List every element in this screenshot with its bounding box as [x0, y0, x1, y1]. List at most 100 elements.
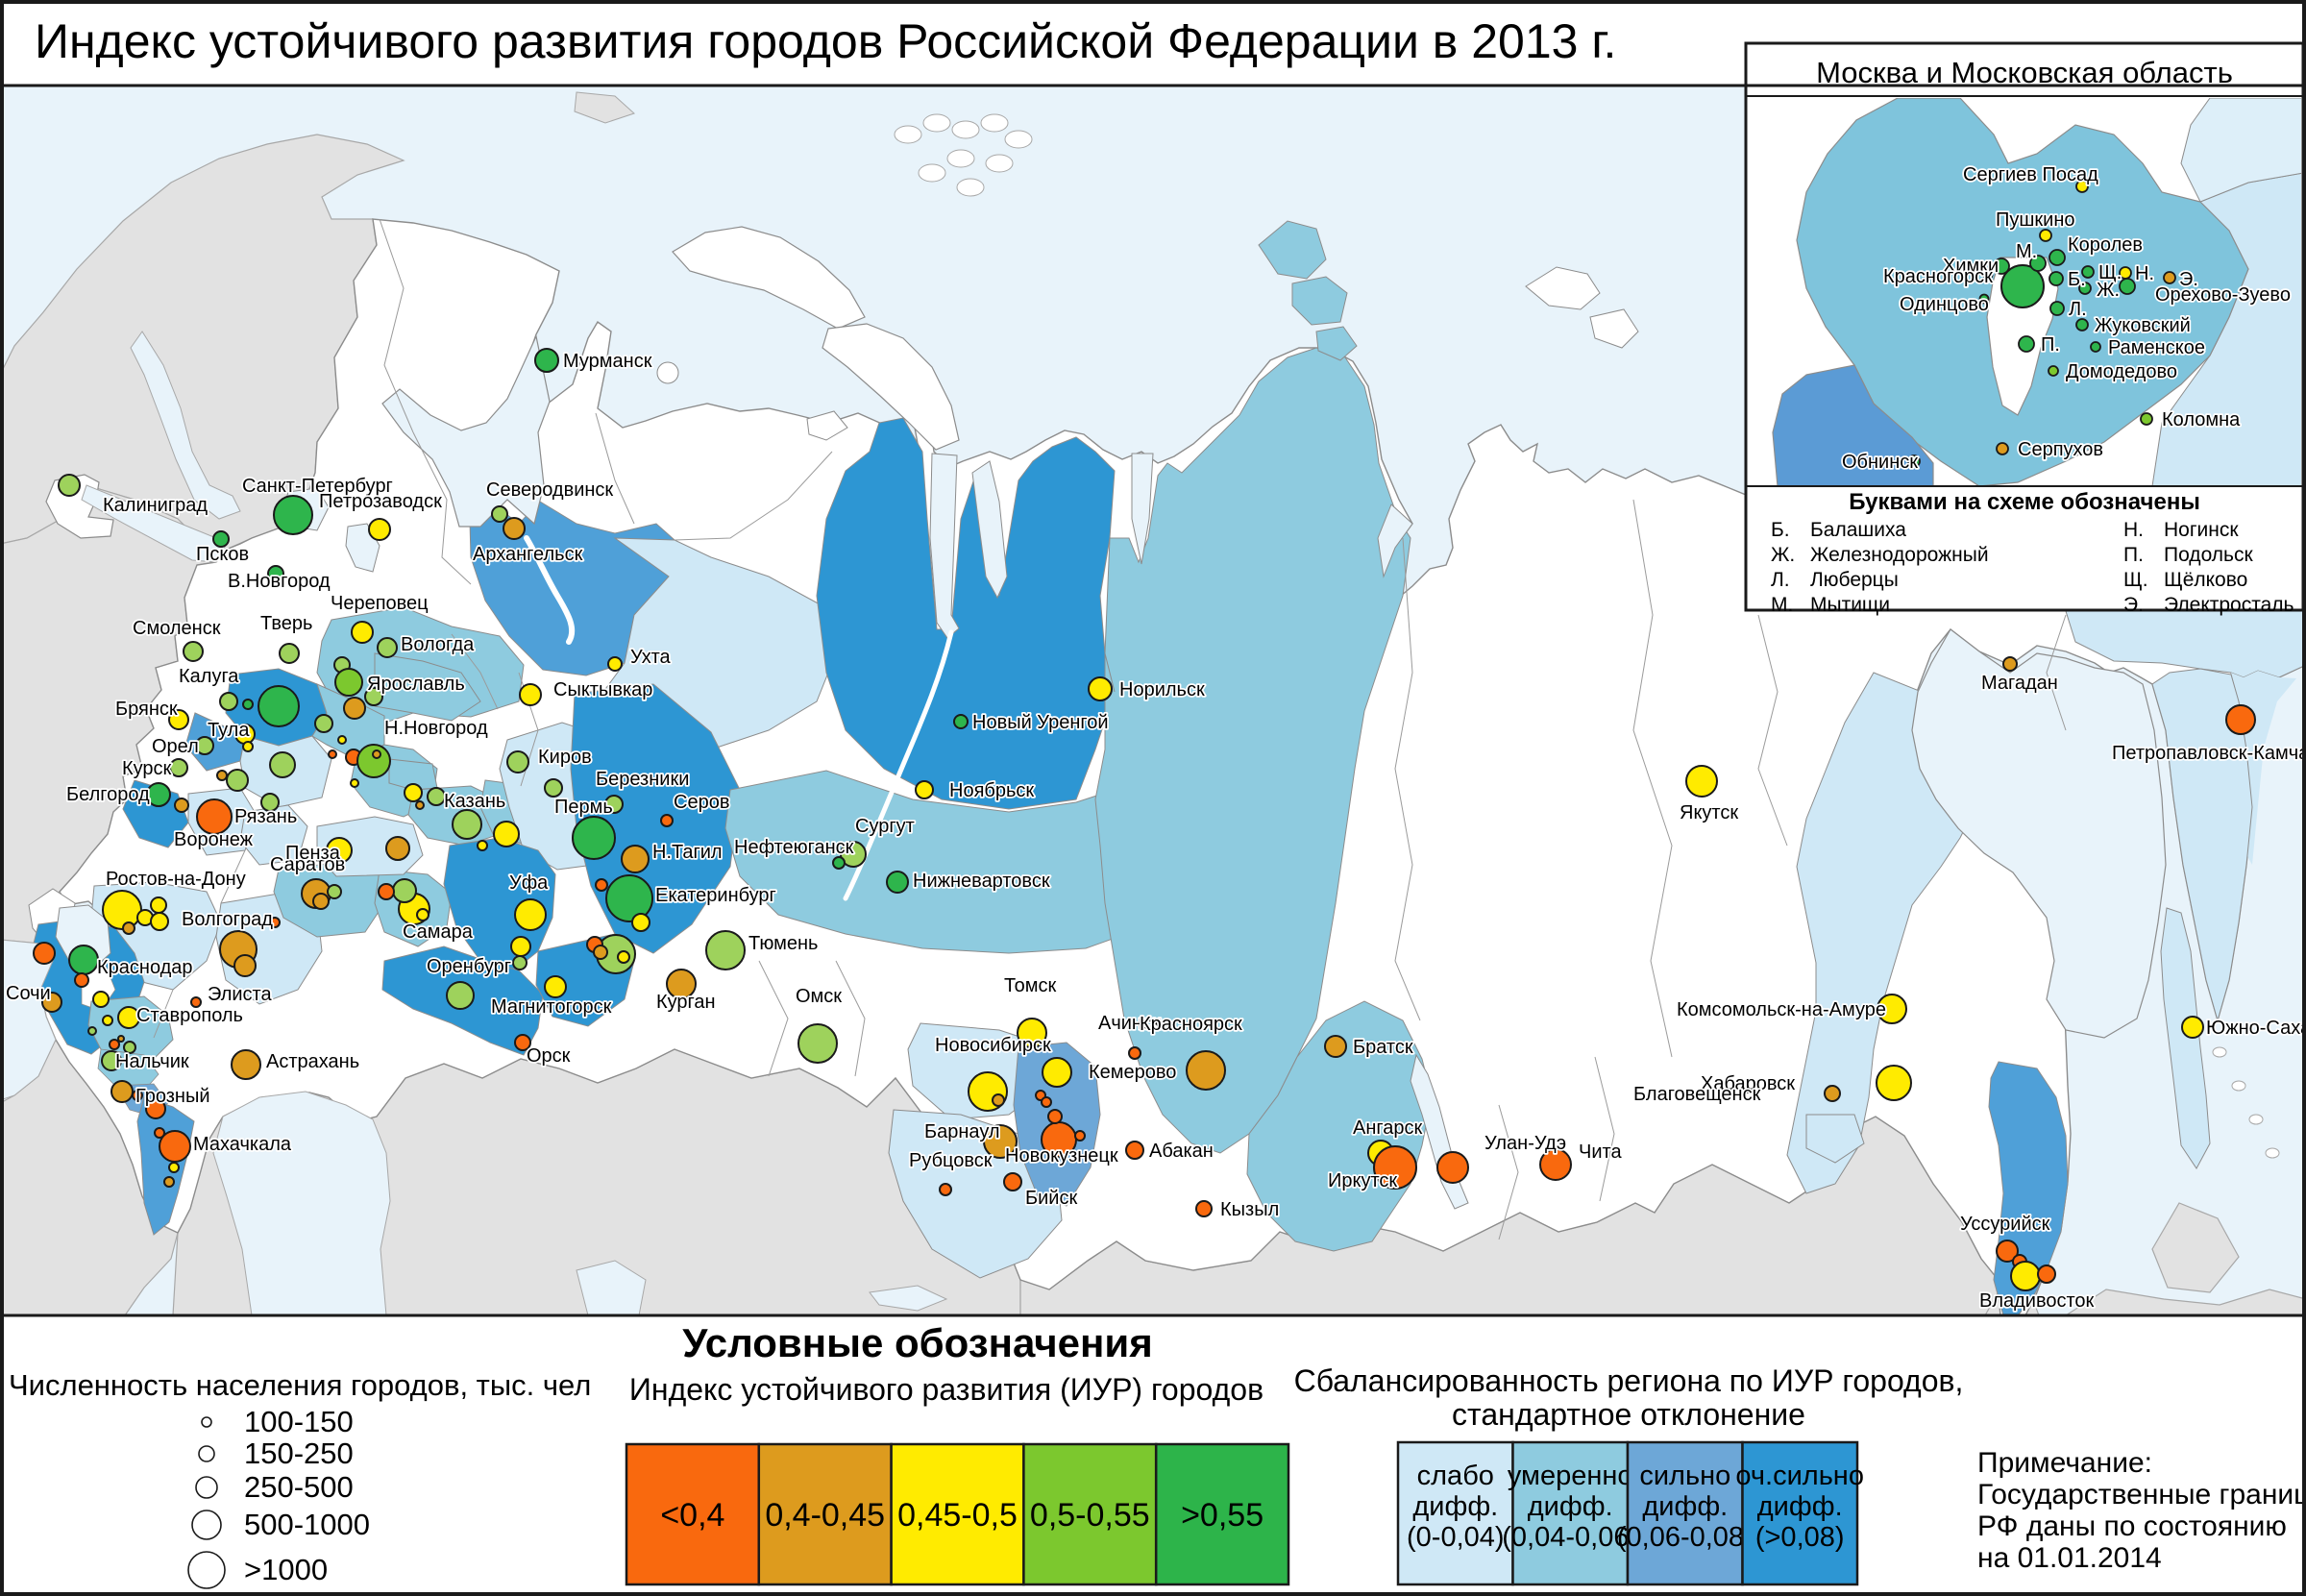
- svg-text:Сыктывкар: Сыктывкар: [553, 679, 652, 700]
- svg-text:Серпухов: Серпухов: [2018, 439, 2103, 460]
- svg-text:Э.: Э.: [2179, 269, 2198, 290]
- svg-text:Нижневартовск: Нижневартовск: [913, 871, 1050, 892]
- svg-text:Условные обозначения: Условные обозначения: [682, 1320, 1152, 1365]
- svg-text:Тверь: Тверь: [260, 613, 312, 634]
- svg-text:дифф.: дифф.: [1412, 1491, 1498, 1522]
- svg-text:Киров: Киров: [538, 747, 592, 768]
- svg-text:Норильск: Норильск: [1119, 679, 1205, 700]
- svg-text:Абакан: Абакан: [1149, 1141, 1214, 1162]
- svg-text:Череповец: Череповец: [331, 593, 429, 614]
- svg-text:Волгоград: Волгоград: [182, 909, 273, 930]
- svg-text:Обнинск: Обнинск: [1842, 452, 1918, 473]
- svg-text:Кемерово: Кемерово: [1089, 1062, 1176, 1083]
- svg-text:Орел: Орел: [152, 736, 199, 757]
- svg-text:Кызыл: Кызыл: [1220, 1199, 1279, 1220]
- svg-text:Орск: Орск: [527, 1045, 571, 1067]
- svg-text:Калуга: Калуга: [179, 666, 239, 687]
- svg-text:Ростов-на-Дону: Ростов-на-Дону: [106, 869, 246, 890]
- svg-text:Новокузнецк: Новокузнецк: [1005, 1145, 1118, 1166]
- svg-text:Мытищи: Мытищи: [1810, 594, 1890, 616]
- svg-text:РФ даны по состоянию: РФ даны по состоянию: [1977, 1510, 2287, 1542]
- svg-text:Л.: Л.: [2069, 299, 2087, 320]
- svg-text:0,5-0,55: 0,5-0,55: [1030, 1497, 1150, 1534]
- svg-text:Пермь: Пермь: [554, 797, 613, 818]
- svg-text:Серов: Серов: [674, 792, 729, 813]
- svg-text:150-250: 150-250: [244, 1436, 354, 1470]
- svg-text:Барнаул: Барнаул: [924, 1121, 1000, 1142]
- svg-text:Ставрополь: Ставрополь: [136, 1005, 243, 1026]
- svg-text:Б.: Б.: [1771, 519, 1790, 541]
- svg-text:на 01.01.2014: на 01.01.2014: [1977, 1542, 2162, 1574]
- svg-text:Э.: Э.: [2123, 594, 2144, 616]
- svg-text:Калиниград: Калиниград: [103, 495, 208, 516]
- svg-text:Саратов: Саратов: [270, 854, 345, 875]
- svg-text:П.: П.: [2123, 544, 2144, 566]
- svg-text:Магнитогорск: Магнитогорск: [491, 996, 612, 1018]
- svg-text:М.: М.: [2016, 241, 2037, 262]
- svg-text:Ж.: Ж.: [2097, 280, 2120, 301]
- svg-text:Улан-Удэ: Улан-Удэ: [1484, 1133, 1566, 1154]
- svg-text:Томск: Томск: [1004, 975, 1057, 996]
- svg-text:Астрахань: Астрахань: [266, 1051, 359, 1072]
- svg-text:Новосибирск: Новосибирск: [935, 1035, 1051, 1056]
- svg-text:Якутск: Якутск: [1680, 802, 1738, 823]
- svg-text:В.Новгород: В.Новгород: [228, 571, 331, 592]
- svg-text:Л.: Л.: [1771, 569, 1790, 591]
- svg-text:Самара: Самара: [403, 921, 474, 943]
- svg-text:Ж.: Ж.: [1771, 544, 1795, 566]
- svg-text:Раменское: Раменское: [2108, 337, 2205, 358]
- svg-text:Н.: Н.: [2135, 263, 2154, 284]
- svg-text:дифф.: дифф.: [1757, 1491, 1843, 1522]
- svg-text:Магадан: Магадан: [1981, 673, 2058, 694]
- svg-text:Н.: Н.: [2123, 519, 2144, 541]
- svg-text:Щ.: Щ.: [2123, 569, 2148, 591]
- svg-text:Домодедово: Домодедово: [2066, 361, 2177, 382]
- svg-text:Жуковский: Жуковский: [2095, 315, 2191, 336]
- svg-text:дифф.: дифф.: [1642, 1491, 1728, 1522]
- svg-text:Одинцово: Одинцово: [1900, 294, 1989, 315]
- svg-text:Москва и Московская область: Москва и Московская область: [1816, 56, 2233, 89]
- svg-text:Братск: Братск: [1353, 1037, 1413, 1058]
- svg-text:Чита: Чита: [1579, 1142, 1622, 1163]
- svg-text:Уфа: Уфа: [509, 872, 549, 894]
- svg-text:Вологда: Вологда: [401, 634, 475, 655]
- svg-text:Красногорск: Красногорск: [1883, 266, 1993, 287]
- svg-text:Петрозаводск: Петрозаводск: [319, 491, 442, 512]
- svg-text:0,4-0,45: 0,4-0,45: [765, 1497, 885, 1534]
- svg-text:Хабаровск: Хабаровск: [1701, 1073, 1795, 1094]
- svg-text:Государственные границы: Государственные границы: [1977, 1479, 2306, 1510]
- svg-text:Воронеж: Воронеж: [174, 829, 254, 850]
- svg-text:Нефтеюганск: Нефтеюганск: [734, 837, 854, 858]
- svg-text:Краснодар: Краснодар: [97, 957, 193, 978]
- svg-text:П.: П.: [2041, 334, 2060, 356]
- svg-text:Индекс устойчивого развития го: Индекс устойчивого развития городов Росс…: [35, 14, 1616, 68]
- svg-text:Подольск: Подольск: [2164, 544, 2253, 566]
- svg-text:Березники: Березники: [596, 769, 689, 790]
- svg-text:Уссурийск: Уссурийск: [1960, 1214, 2050, 1235]
- svg-text:Численность населения городов,: Численность населения городов, тыс. чел: [9, 1368, 591, 1402]
- svg-text:Орехово-Зуево: Орехово-Зуево: [2155, 284, 2291, 306]
- svg-text:Брянск: Брянск: [115, 699, 178, 720]
- svg-text:Элиста: Элиста: [208, 984, 272, 1005]
- svg-text:Ачинск: Ачинск: [1098, 1013, 1161, 1034]
- svg-text:Коломна: Коломна: [2162, 409, 2241, 430]
- svg-text:Буквами на схеме обозначены: Буквами на схеме обозначены: [1849, 489, 2200, 515]
- svg-text:Северодвинск: Северодвинск: [486, 479, 613, 501]
- svg-text:Петропавловск-Камчатский: Петропавловск-Камчатский: [2112, 743, 2306, 764]
- svg-text:Люберцы: Люберцы: [1810, 569, 1899, 591]
- svg-text:Казань: Казань: [444, 791, 505, 812]
- svg-text:Королев: Королев: [2068, 234, 2143, 256]
- svg-text:500-1000: 500-1000: [244, 1508, 370, 1541]
- svg-text:Курган: Курган: [656, 992, 716, 1013]
- svg-text:Пушкино: Пушкино: [1996, 209, 2075, 231]
- svg-text:Южно-Сахалинск: Южно-Сахалинск: [2206, 1018, 2306, 1039]
- svg-text:Архангельск: Архангельск: [473, 544, 583, 565]
- svg-text:М.: М.: [1771, 594, 1793, 616]
- svg-text:Сбалансированность региона по: Сбалансированность региона по ИУР городо…: [1294, 1363, 1964, 1398]
- svg-text:Красноярск: Красноярск: [1140, 1014, 1242, 1035]
- svg-text:Махачкала: Махачкала: [193, 1134, 292, 1155]
- svg-text:Б.: Б.: [2068, 269, 2086, 290]
- svg-text:стандартное отклонение: стандартное отклонение: [1452, 1397, 1805, 1432]
- svg-text:Сергиев Посад: Сергиев Посад: [1963, 164, 2098, 185]
- svg-text:Смоленск: Смоленск: [133, 618, 221, 639]
